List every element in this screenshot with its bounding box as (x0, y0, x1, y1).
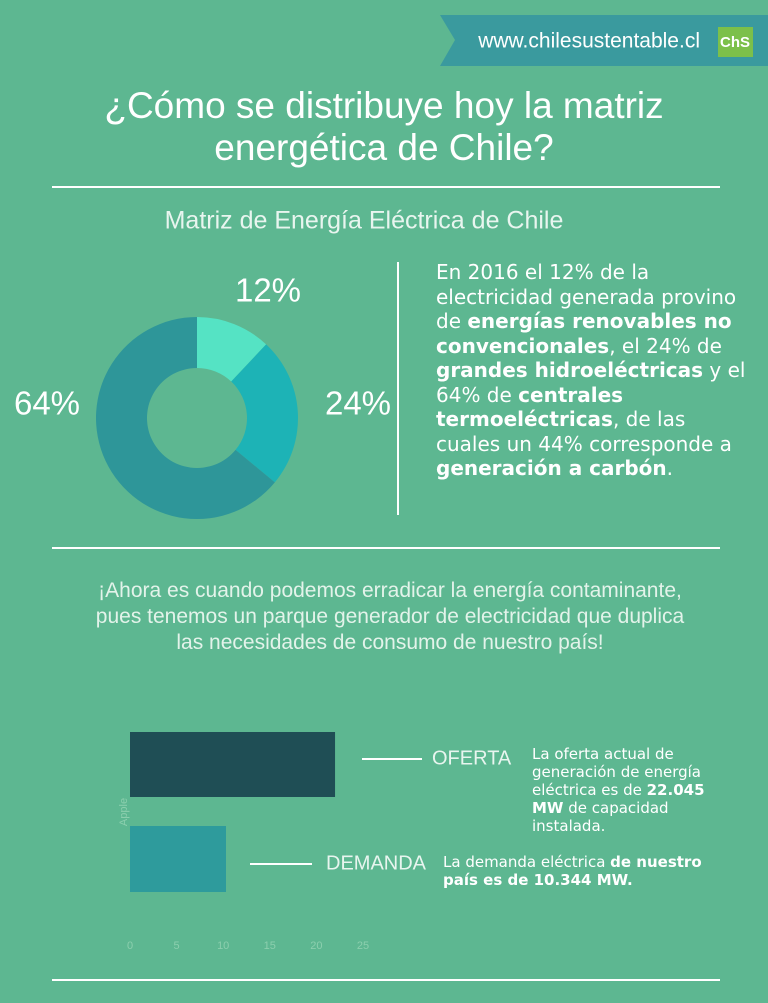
bar (130, 826, 226, 892)
x-tick-label: 10 (217, 940, 229, 952)
x-tick-label: 20 (310, 940, 322, 952)
title-line: energética de Chile? (214, 127, 553, 168)
text: de capacidad instalada. (532, 799, 669, 835)
donut-slice (197, 317, 267, 382)
donut-slice (95, 316, 275, 519)
header-banner (440, 15, 768, 66)
x-tick-label: 15 (264, 940, 276, 952)
site-url: www.chilesustentable.cl (477, 30, 700, 53)
bold-text: de nuestro país es de 10.344 MW. (443, 853, 702, 889)
x-tick-label: 0 (127, 940, 133, 952)
bold-text: centrales termoeléctricas (436, 382, 624, 432)
value-label: 64% (14, 385, 80, 422)
text: En 2016 el 12% de la electricidad genera… (436, 260, 737, 333)
text: y el 64% de (436, 358, 746, 407)
x-tick-label: 5 (174, 940, 180, 952)
chart-title: Matriz de Energía Eléctrica de Chile (165, 207, 564, 235)
value-label: 12% (235, 272, 301, 309)
donut-slice (231, 344, 298, 483)
demanda-note: La demanda eléctrica de nuestro país es … (443, 853, 733, 889)
text: . (666, 456, 674, 480)
text: , de las cuales un 44% corresponde a (436, 407, 732, 456)
bold-text: 22.045 MW (532, 781, 705, 817)
bold-text: energías renovables no convencionales (436, 309, 732, 358)
category-label: DEMANDA (326, 852, 427, 874)
text: La demanda eléctrica (443, 853, 611, 871)
quote: ¡Ahora es cuando podemos erradicar la en… (95, 579, 685, 654)
logo: ChS (720, 34, 750, 51)
category-label: OFERTA (432, 747, 512, 769)
bold-text: grandes hidroeléctricas (436, 358, 704, 382)
bold-text: generación a carbón (436, 456, 667, 480)
y-axis-label: Apple (118, 798, 130, 826)
text: La oferta actual de generación de energí… (532, 745, 701, 799)
text: , el 24% de (609, 333, 722, 358)
title-line: ¿Cómo se distribuye hoy la matriz (104, 85, 663, 126)
value-label: 24% (325, 385, 391, 422)
logo-box (718, 27, 753, 57)
x-tick-label: 25 (357, 940, 369, 952)
oferta-note: La oferta actual de generación de energí… (532, 745, 722, 835)
bar (130, 732, 336, 797)
summary: En 2016 el 12% de la electricidad genera… (436, 260, 746, 481)
